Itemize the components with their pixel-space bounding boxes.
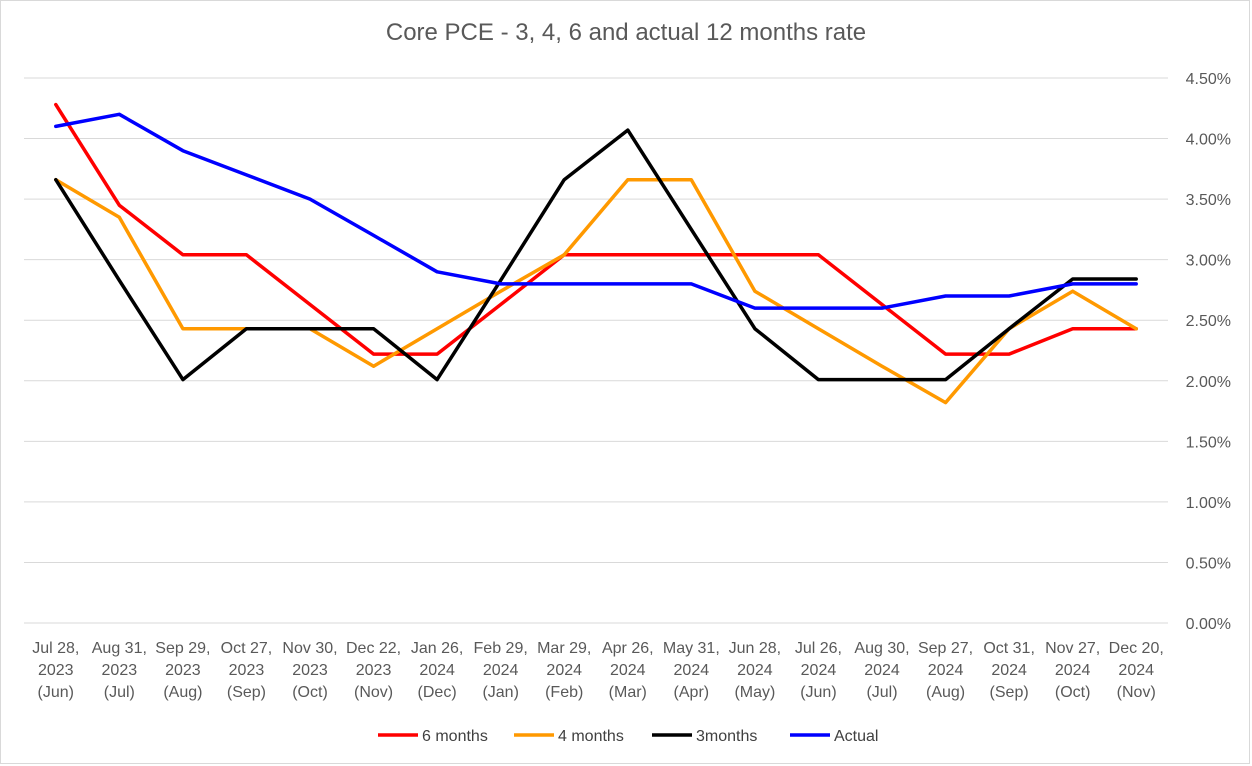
y-tick-label: 3.50%: [1186, 192, 1231, 209]
series-line-actual: [54, 112, 1138, 310]
legend-label: Actual: [834, 728, 878, 745]
series-lines: [54, 102, 1138, 405]
legend-label: 6 months: [422, 728, 488, 745]
legend-label: 4 months: [558, 728, 624, 745]
x-tick-label: Sep 29, 2023 (Aug): [155, 640, 210, 701]
y-axis-ticks: 0.00% 0.50% 1.00% 1.50% 2.00% 2.50% 3.00% 3.50%…: [1186, 71, 1231, 633]
x-tick-label: Aug 30, 2024 (Jul): [854, 640, 909, 701]
y-tick-label: 0.50%: [1186, 555, 1231, 572]
series-line-4-months: [54, 177, 1138, 405]
y-tick-label: 1.50%: [1186, 434, 1231, 451]
y-tick-label: 2.50%: [1186, 313, 1231, 330]
x-tick-label: May 31, 2024 (Apr): [663, 640, 720, 701]
grid-lines: [24, 77, 1168, 624]
y-tick-label: 3.00%: [1186, 253, 1231, 270]
x-tick-label: Nov 30, 2023 (Oct): [282, 640, 337, 701]
y-tick-label: 4.50%: [1186, 71, 1231, 88]
x-tick-label: Feb 29, 2024 (Jan): [474, 640, 528, 701]
x-tick-label: Mar 29, 2024 (Feb): [537, 640, 591, 701]
series-line-3months: [54, 128, 1138, 382]
y-tick-label: 2.00%: [1186, 374, 1231, 391]
x-tick-label: Nov 27, 2024 (Oct): [1045, 640, 1100, 701]
x-tick-label: Apr 26, 2024 (Mar): [602, 640, 654, 701]
y-tick-label: 0.00%: [1186, 616, 1231, 633]
x-tick-label: Aug 31, 2023 (Jul): [92, 640, 147, 701]
x-tick-label: Jul 28, 2023 (Jun): [32, 640, 79, 701]
legend: 6 months 4 months 3months Actual: [378, 728, 878, 745]
x-tick-label: Jun 28, 2024 (May): [729, 640, 781, 701]
legend-label: 3months: [696, 728, 757, 745]
x-tick-label: Sep 27, 2024 (Aug): [918, 640, 973, 701]
x-tick-label: Jul 26, 2024 (Jun): [795, 640, 842, 701]
y-tick-label: 1.00%: [1186, 495, 1231, 512]
x-tick-label: Oct 31, 2024 (Sep): [983, 640, 1035, 701]
x-tick-label: Dec 20, 2024 (Nov): [1109, 640, 1164, 701]
x-tick-label: Dec 22, 2023 (Nov): [346, 640, 401, 701]
chart-title: Core PCE - 3, 4, 6 and actual 12 months …: [385, 19, 867, 46]
y-tick-label: 4.00%: [1186, 132, 1231, 149]
x-tick-label: Jan 26, 2024 (Dec): [411, 640, 463, 701]
x-axis-ticks: Jul 28, 2023 (Jun) Aug 31, 2023 (Jul)Sep 29, 2…: [32, 640, 1164, 701]
x-tick-label: Oct 27, 2023 (Sep): [221, 640, 273, 701]
series-line-6-months: [54, 102, 1138, 356]
